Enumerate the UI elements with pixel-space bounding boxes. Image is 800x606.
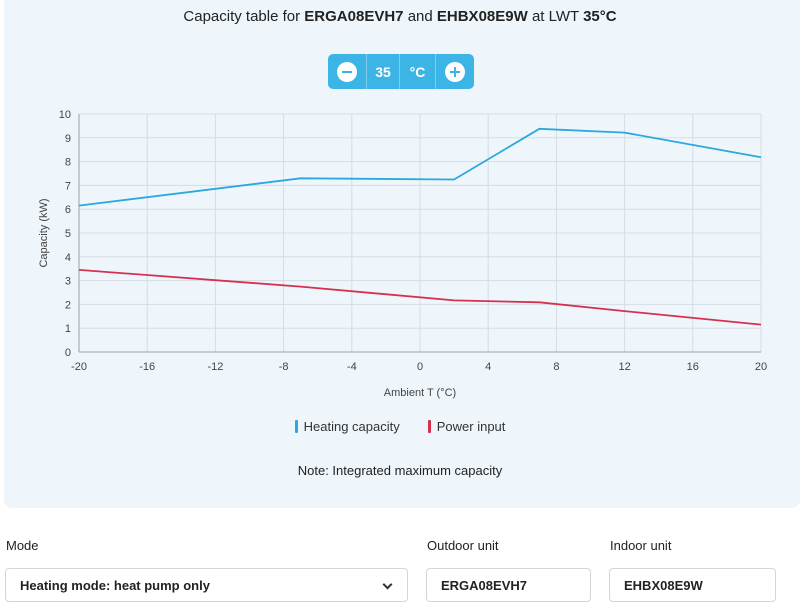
title-and: and <box>407 8 433 25</box>
x-tick-label: 12 <box>618 361 630 373</box>
legend-label-heating: Heating capacity <box>303 419 400 434</box>
y-tick-label: 5 <box>65 228 71 240</box>
indoor-unit-field[interactable]: EHBX08E9W <box>609 568 776 602</box>
y-tick-label: 0 <box>65 347 71 359</box>
x-tick-label: -16 <box>139 361 155 373</box>
x-tick-label: 4 <box>485 361 491 373</box>
chevron-down-icon <box>382 579 393 590</box>
outdoor-unit-value: ERGA08EVH7 <box>441 577 527 593</box>
increase-temperature-button[interactable] <box>436 54 474 89</box>
y-tick-label: 8 <box>65 157 71 169</box>
mode-label: Mode <box>6 538 39 553</box>
y-tick-label: 6 <box>65 204 71 216</box>
power-input-line <box>78 269 762 326</box>
legend-item-heating[interactable]: Heating capacity <box>294 419 400 434</box>
indoor-unit-value: EHBX08E9W <box>624 577 703 593</box>
lwt-unit: °C <box>399 54 436 89</box>
x-tick-label: -8 <box>279 361 289 373</box>
y-tick-label: 10 <box>59 109 71 121</box>
chart-note: Note: Integrated maximum capacity <box>297 463 503 478</box>
y-axis-label: Capacity (kW) <box>38 198 50 267</box>
outdoor-unit-label: Outdoor unit <box>427 538 499 553</box>
mode-select[interactable]: Heating mode: heat pump only <box>5 568 408 602</box>
x-tick-label: 0 <box>417 361 423 373</box>
y-tick-label: 1 <box>65 323 71 335</box>
decrease-temperature-button[interactable] <box>328 54 366 89</box>
y-tick-label: 3 <box>65 276 71 288</box>
legend-swatch-heating <box>294 420 298 433</box>
title-at-lwt: at LWT <box>531 8 579 25</box>
title-indoor-model: EHBX08E9W <box>436 8 528 25</box>
legend-label-power: Power input <box>436 419 506 434</box>
page-title: Capacity table for ERGA08EVH7 and EHBX08… <box>0 8 800 25</box>
x-axis-label: Ambient T (°C) <box>384 387 456 399</box>
mode-select-value: Heating mode: heat pump only <box>20 577 210 593</box>
x-tick-label: -4 <box>347 361 357 373</box>
y-tick-label: 9 <box>65 133 71 145</box>
minus-circle-icon <box>337 61 357 82</box>
x-tick-label: -20 <box>71 361 87 373</box>
y-tick-label: 4 <box>65 252 71 264</box>
y-tick-label: 7 <box>65 180 71 192</box>
y-tick-label: 2 <box>65 299 71 311</box>
indoor-unit-label: Indoor unit <box>610 538 672 553</box>
legend-swatch-power <box>427 420 431 433</box>
outdoor-unit-field[interactable]: ERGA08EVH7 <box>426 568 591 602</box>
x-tick-label: 20 <box>755 361 767 373</box>
title-prefix: Capacity table for <box>183 8 301 25</box>
chart-legend: Heating capacity Power input <box>0 419 800 434</box>
legend-item-power[interactable]: Power input <box>427 419 506 434</box>
lwt-value: 35 <box>366 54 399 89</box>
heating-capacity-line <box>78 127 762 207</box>
plus-circle-icon <box>445 61 465 82</box>
title-outdoor-model: ERGA08EVH7 <box>304 8 404 25</box>
x-tick-label: 8 <box>553 361 559 373</box>
lwt-stepper: 35 °C <box>328 54 474 89</box>
x-tick-label: 16 <box>687 361 699 373</box>
x-tick-label: -12 <box>207 361 223 373</box>
title-lwt-value: 35°C <box>583 8 617 25</box>
